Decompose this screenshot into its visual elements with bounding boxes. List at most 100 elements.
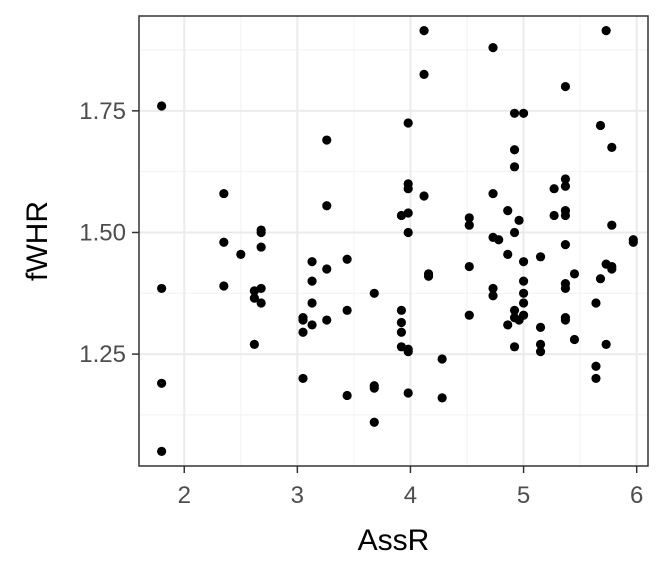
data-point xyxy=(403,388,413,398)
data-point xyxy=(560,315,571,325)
data-point xyxy=(503,320,513,330)
data-point xyxy=(509,227,520,238)
data-point xyxy=(369,288,379,298)
data-point xyxy=(535,339,546,349)
data-point xyxy=(157,283,167,294)
data-point xyxy=(403,118,413,128)
data-point xyxy=(298,327,308,337)
data-point xyxy=(607,264,617,274)
data-point xyxy=(535,322,546,332)
x-tick-label: 6 xyxy=(630,482,643,509)
data-point xyxy=(322,315,332,325)
data-point xyxy=(464,220,474,230)
data-point xyxy=(560,81,571,92)
data-point xyxy=(403,208,413,218)
data-point xyxy=(437,393,447,403)
data-point xyxy=(219,188,229,199)
data-point xyxy=(322,264,332,274)
data-point xyxy=(518,298,529,308)
data-point xyxy=(591,298,601,308)
data-point xyxy=(369,417,379,427)
data-point xyxy=(549,210,559,221)
x-tick-label: 5 xyxy=(517,482,530,509)
data-point xyxy=(342,305,352,315)
data-point xyxy=(464,310,474,320)
data-point xyxy=(423,271,434,281)
data-point xyxy=(307,257,317,267)
data-point xyxy=(157,101,167,111)
y-tick-label: 1.50 xyxy=(79,219,126,246)
data-point xyxy=(322,201,332,211)
data-point xyxy=(369,383,379,393)
data-point xyxy=(396,317,407,328)
data-point xyxy=(157,446,167,457)
x-axis-title: AssR xyxy=(358,524,430,557)
data-point xyxy=(595,274,606,284)
data-point xyxy=(396,327,407,337)
data-point xyxy=(256,227,266,238)
data-point xyxy=(396,305,407,315)
data-point xyxy=(464,261,474,272)
data-point xyxy=(518,310,529,320)
data-point xyxy=(298,315,308,325)
data-point xyxy=(307,298,317,308)
data-point xyxy=(569,269,580,279)
data-point xyxy=(509,342,520,352)
data-point xyxy=(628,237,638,247)
panel-border xyxy=(138,15,649,467)
data-point xyxy=(256,298,266,308)
x-axis-ticks: 2 3 4 5 6 xyxy=(178,466,643,509)
data-point xyxy=(236,249,246,259)
y-tick-label: 1.75 xyxy=(79,98,126,125)
data-point xyxy=(249,339,259,349)
data-point xyxy=(403,347,413,357)
data-point xyxy=(549,184,559,194)
data-point xyxy=(403,184,413,194)
data-point xyxy=(488,188,498,199)
data-point xyxy=(157,378,167,388)
data-point xyxy=(509,305,520,315)
y-tick-label: 1.25 xyxy=(79,341,126,368)
data-point xyxy=(509,145,520,155)
data-point xyxy=(419,25,429,36)
data-point xyxy=(518,288,529,298)
data-point xyxy=(342,390,352,401)
data-point xyxy=(419,191,429,201)
data-point xyxy=(322,135,332,145)
data-point xyxy=(307,320,317,330)
data-point xyxy=(298,373,308,384)
data-point xyxy=(256,242,266,252)
data-point xyxy=(535,347,546,357)
data-point xyxy=(569,334,580,345)
data-point xyxy=(342,254,352,264)
data-point xyxy=(509,162,520,172)
data-point xyxy=(256,283,266,294)
data-point xyxy=(560,210,571,221)
x-tick-label: 4 xyxy=(404,482,417,509)
data-point xyxy=(518,276,529,286)
data-point xyxy=(607,142,617,152)
data-point xyxy=(219,281,229,291)
data-point xyxy=(560,283,571,294)
data-point xyxy=(307,276,317,286)
data-point xyxy=(601,25,611,36)
data-point xyxy=(591,373,601,384)
data-point xyxy=(403,227,413,238)
data-point xyxy=(535,252,546,262)
data-point xyxy=(518,257,529,267)
data-point xyxy=(503,249,513,259)
data-point xyxy=(464,213,474,223)
y-axis-ticks: 1.25 1.50 1.75 xyxy=(79,98,139,368)
data-point xyxy=(488,291,498,301)
x-tick-label: 3 xyxy=(291,482,304,509)
data-point xyxy=(560,240,571,250)
data-point xyxy=(591,361,601,371)
data-point xyxy=(503,205,513,216)
data-point xyxy=(494,235,504,245)
y-axis-title: fWHR xyxy=(21,201,54,281)
data-point xyxy=(219,237,229,247)
data-point xyxy=(518,108,529,118)
data-point xyxy=(437,354,447,364)
data-point xyxy=(514,215,524,225)
